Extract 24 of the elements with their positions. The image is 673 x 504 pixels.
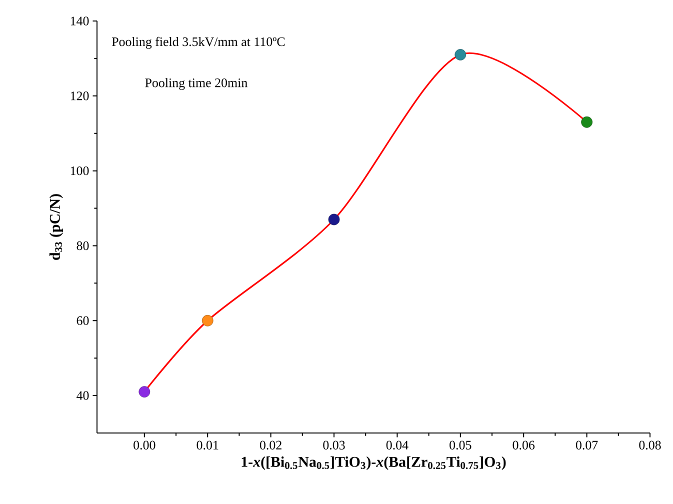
x-tick-label: 0.08 — [639, 440, 661, 450]
x-tick-label: 0.01 — [196, 440, 218, 450]
x-tick-label: 0.04 — [386, 440, 408, 450]
point — [202, 314, 214, 326]
point — [581, 116, 592, 128]
text: 1-x([Bi$_{0.5}$Na$_{0.5}$]TiO$_{3}$)-x(Ba[Zr$_{0.25}$Ti$_{0.75}$]O$_{3}$) — [242, 456, 506, 470]
y-tick-label: 40 — [76, 391, 89, 400]
annotation: Pooling field 3.5kV/mm at 110ºC — [112, 36, 285, 49]
x-tick-label: 0.00 — [134, 440, 156, 450]
x-tick-label: 0.06 — [512, 440, 535, 450]
x-tick-label: 0.07 — [576, 440, 598, 450]
point — [328, 214, 340, 226]
y-tick-label: 140 — [70, 16, 89, 26]
y-axis-title: d$_{33}$ (pC/N) — [49, 194, 63, 260]
point — [454, 49, 466, 60]
y-tick-label: 120 — [70, 92, 89, 100]
point — [138, 386, 150, 398]
x-tick-label: 0.02 — [260, 440, 282, 450]
x-tick-label: 0.05 — [450, 440, 472, 450]
y-tick-label: 80 — [76, 241, 89, 250]
y-tick-label: 100 — [70, 166, 89, 176]
annotation: Pooling time 20min — [145, 78, 248, 90]
x-tick-label: 0.03 — [323, 440, 345, 450]
y-tick-label: 60 — [76, 316, 89, 326]
